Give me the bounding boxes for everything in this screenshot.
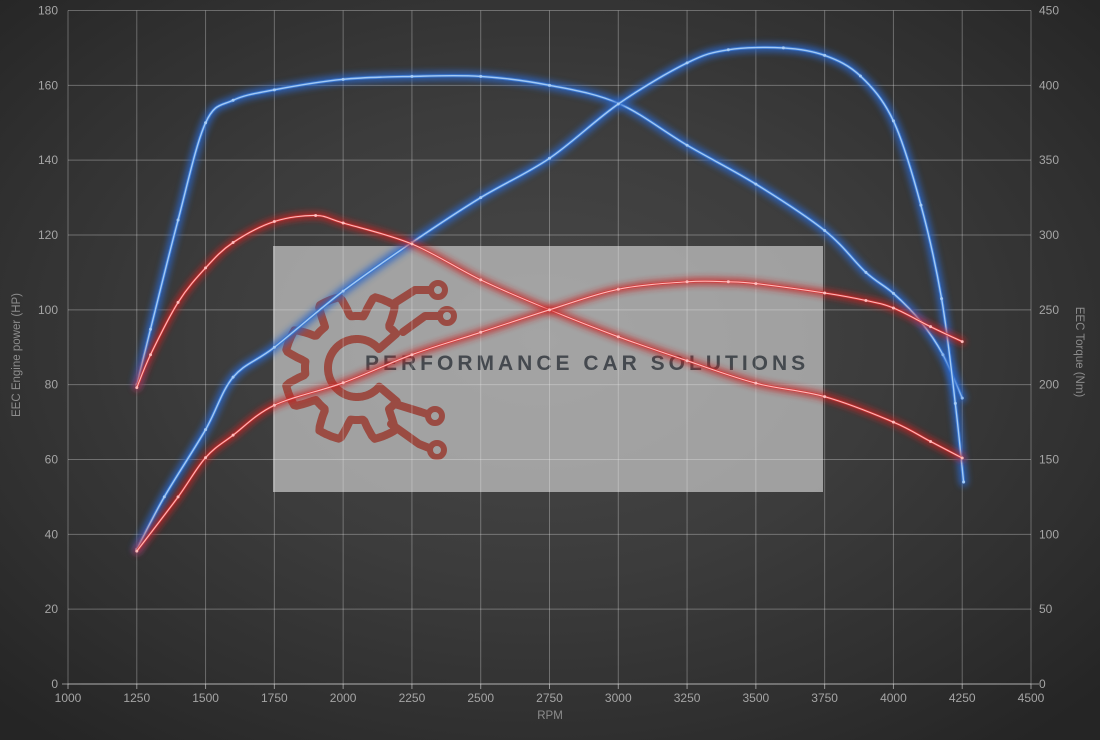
series-torque_stock_red xyxy=(133,211,966,462)
svg-text:3250: 3250 xyxy=(674,691,701,705)
x-axis-line xyxy=(62,683,1039,689)
svg-text:0: 0 xyxy=(1039,677,1046,691)
svg-text:1500: 1500 xyxy=(192,691,219,705)
svg-text:400: 400 xyxy=(1039,78,1059,92)
svg-text:40: 40 xyxy=(45,527,59,541)
svg-text:50: 50 xyxy=(1039,602,1053,616)
svg-text:450: 450 xyxy=(1039,4,1059,18)
svg-text:350: 350 xyxy=(1039,153,1059,167)
svg-text:200: 200 xyxy=(1039,378,1059,392)
svg-text:3750: 3750 xyxy=(811,691,838,705)
svg-text:0: 0 xyxy=(51,677,58,691)
svg-text:1000: 1000 xyxy=(55,691,82,705)
svg-text:4250: 4250 xyxy=(949,691,976,705)
svg-text:20: 20 xyxy=(45,602,59,616)
series-power_stock_red xyxy=(133,277,966,555)
svg-text:150: 150 xyxy=(1039,453,1059,467)
svg-text:4500: 4500 xyxy=(1018,691,1045,705)
svg-text:160: 160 xyxy=(38,78,58,92)
svg-text:2250: 2250 xyxy=(399,691,426,705)
svg-text:140: 140 xyxy=(38,153,58,167)
left-axis-title: EEC Engine power (HP) xyxy=(11,293,23,417)
svg-text:100: 100 xyxy=(38,303,58,317)
svg-text:1250: 1250 xyxy=(123,691,150,705)
svg-text:180: 180 xyxy=(38,4,58,18)
series-power_tuned_blue xyxy=(132,42,969,554)
svg-text:3000: 3000 xyxy=(605,691,632,705)
watermark: PERFORMANCE CAR SOLUTIONS xyxy=(273,246,823,492)
watermark-text: PERFORMANCE CAR SOLUTIONS xyxy=(365,352,810,375)
svg-text:3500: 3500 xyxy=(743,691,770,705)
svg-text:2750: 2750 xyxy=(536,691,563,705)
gear-circuit-logo xyxy=(282,280,457,460)
x-axis-title: RPM xyxy=(537,710,563,722)
svg-text:300: 300 xyxy=(1039,228,1059,242)
svg-text:80: 80 xyxy=(45,378,59,392)
svg-text:250: 250 xyxy=(1039,303,1059,317)
svg-text:120: 120 xyxy=(38,228,58,242)
svg-text:60: 60 xyxy=(45,453,59,467)
svg-text:100: 100 xyxy=(1039,527,1059,541)
svg-text:4000: 4000 xyxy=(880,691,907,705)
svg-text:1750: 1750 xyxy=(261,691,288,705)
svg-text:2500: 2500 xyxy=(467,691,494,705)
tick-labels: 1000 1250 1500 1750 2000 2250 2500 2750 3000 3250… xyxy=(38,4,1059,706)
svg-text:2000: 2000 xyxy=(330,691,357,705)
series-torque_tuned_blue xyxy=(132,71,967,403)
right-axis-title: EEC Torque (Nm) xyxy=(1073,306,1085,398)
gear-icon xyxy=(282,280,457,460)
